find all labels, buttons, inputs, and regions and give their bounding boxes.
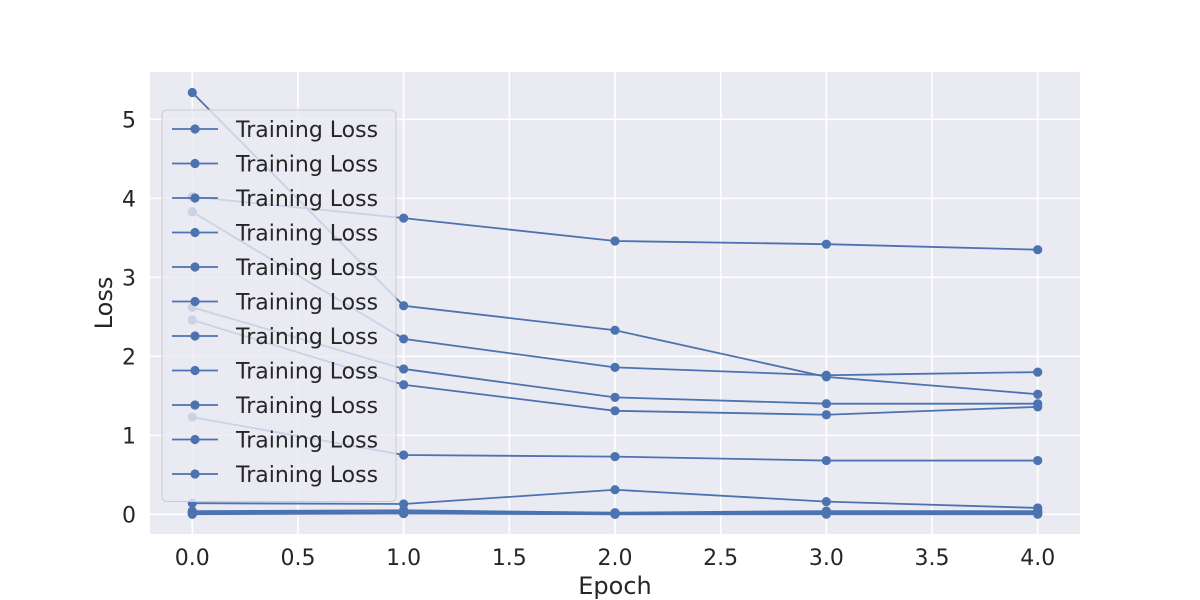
x-tick-label: 2.5 [703, 546, 738, 571]
x-tick-label: 3.5 [915, 546, 950, 571]
y-tick-label: 2 [122, 345, 136, 370]
data-point [399, 450, 409, 460]
data-point [821, 455, 831, 466]
data-point [399, 380, 409, 390]
x-axis-label: Epoch [578, 572, 652, 600]
legend-marker [190, 469, 200, 479]
data-point [399, 508, 409, 519]
legend-label: Training Loss [235, 118, 378, 143]
data-point [610, 485, 620, 495]
data-point [821, 509, 831, 519]
data-point [821, 497, 831, 507]
x-tick-label: 4.0 [1020, 546, 1055, 571]
data-point [821, 410, 831, 420]
y-tick-label: 1 [122, 424, 136, 449]
legend-marker [190, 227, 200, 238]
legend-frame [161, 109, 397, 502]
x-tick-label: 2.0 [598, 546, 633, 571]
y-tick-label: 3 [122, 266, 136, 291]
legend-label: Training Loss [235, 256, 378, 281]
x-tick-label: 0.0 [175, 546, 210, 571]
data-point [187, 87, 197, 98]
series-11 [187, 508, 1043, 519]
y-tick-label: 5 [122, 108, 136, 133]
x-tick-label: 1.5 [492, 546, 527, 571]
legend-label: Training Loss [235, 291, 378, 316]
data-point [610, 406, 620, 416]
data-point [399, 213, 409, 223]
data-point [399, 301, 409, 311]
y-axis-ticks: 0 1 2 3 4 5 [122, 108, 136, 528]
legend-entry: Training Loss [172, 187, 378, 212]
x-axis-ticks: 0.0 0.5 1.0 1.5 2.0 2.5 3.0 3.5 4.0 [175, 546, 1055, 571]
data-point [187, 509, 197, 519]
data-point [1033, 509, 1043, 519]
legend-marker [190, 331, 200, 341]
data-point [610, 452, 620, 462]
legend-entry: Training Loss [172, 118, 378, 143]
data-point [399, 364, 409, 374]
legend-marker [190, 158, 200, 169]
legend-entry: Training Loss [172, 256, 378, 281]
x-tick-label: 0.5 [280, 546, 315, 571]
legend-entry: Training Loss [172, 153, 378, 178]
data-point [610, 362, 620, 372]
legend-entry: Training Loss [172, 325, 378, 350]
legend-entry: Training Loss [172, 429, 378, 454]
legend-marker [190, 434, 200, 445]
data-point [610, 509, 620, 519]
data-point [821, 239, 831, 249]
data-point [610, 325, 620, 335]
legend-label: Training Loss [235, 463, 378, 488]
legend-entry: Training Loss [172, 463, 378, 488]
data-point [1033, 389, 1043, 399]
y-tick-label: 0 [122, 503, 136, 528]
legend-label: Training Loss [235, 394, 378, 419]
legend-marker [190, 124, 200, 134]
legend-marker [190, 262, 200, 272]
legend-marker [190, 296, 200, 307]
legend-entry: Training Loss [172, 291, 378, 316]
data-point [821, 399, 831, 409]
x-tick-label: 1.0 [386, 546, 421, 571]
data-point [610, 392, 620, 402]
data-point [1033, 455, 1043, 466]
legend-marker [190, 193, 200, 203]
legend-label: Training Loss [235, 360, 378, 385]
y-axis-label: Loss [90, 277, 118, 330]
legend-entry: Training Loss [172, 394, 378, 419]
legend-label: Training Loss [235, 187, 378, 212]
legend-entry: Training Loss [172, 360, 378, 385]
y-tick-label: 4 [122, 187, 136, 212]
data-point [1033, 245, 1043, 255]
data-point [1033, 402, 1043, 412]
legend: Training Loss Training Loss Training Loss T… [161, 109, 397, 502]
data-point [821, 370, 831, 380]
legend-marker [190, 365, 200, 376]
data-point [399, 499, 409, 509]
data-point [399, 334, 409, 344]
data-point [1033, 367, 1043, 377]
legend-label: Training Loss [235, 325, 378, 350]
legend-entry: Training Loss [172, 222, 378, 247]
legend-label: Training Loss [235, 222, 378, 247]
legend-label: Training Loss [235, 153, 378, 178]
data-point [610, 236, 620, 246]
x-tick-label: 3.0 [809, 546, 844, 571]
legend-label: Training Loss [235, 429, 378, 454]
legend-marker [190, 400, 200, 410]
